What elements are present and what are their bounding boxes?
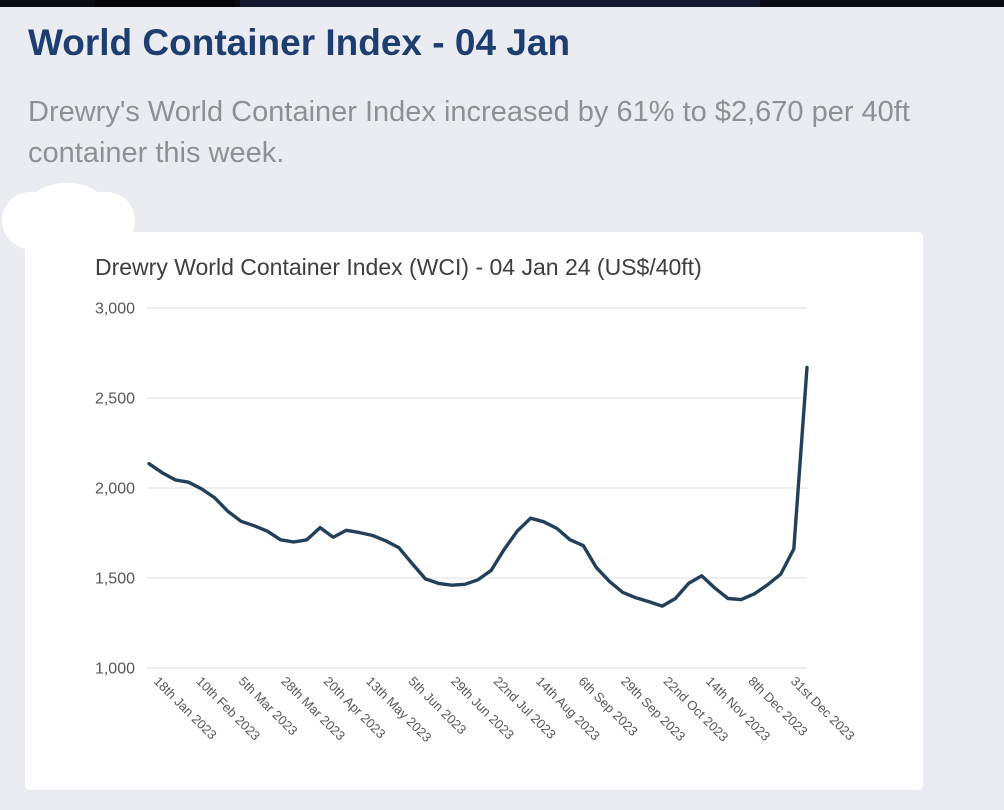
summary-text: Drewry's World Container Index increased… bbox=[28, 96, 910, 170]
y-axis-tick-label: 2,500 bbox=[95, 391, 135, 408]
chart-title: Drewry World Container Index (WCI) - 04 … bbox=[95, 254, 702, 280]
y-axis-tick-label: 1,000 bbox=[95, 661, 135, 678]
y-axis-tick-label: 2,000 bbox=[95, 481, 135, 498]
chart-card: Drewry World Container Index (WCI) - 04 … bbox=[25, 232, 923, 790]
wci-series-line bbox=[147, 365, 809, 608]
page-title: World Container Index - 04 Jan bbox=[28, 22, 571, 63]
y-axis-tick-label: 1,500 bbox=[95, 571, 135, 588]
top-bar-segment bbox=[95, 0, 235, 7]
top-bar bbox=[0, 0, 1004, 7]
top-bar-segment bbox=[240, 0, 760, 7]
y-axis-tick-label: 3,000 bbox=[95, 301, 135, 318]
